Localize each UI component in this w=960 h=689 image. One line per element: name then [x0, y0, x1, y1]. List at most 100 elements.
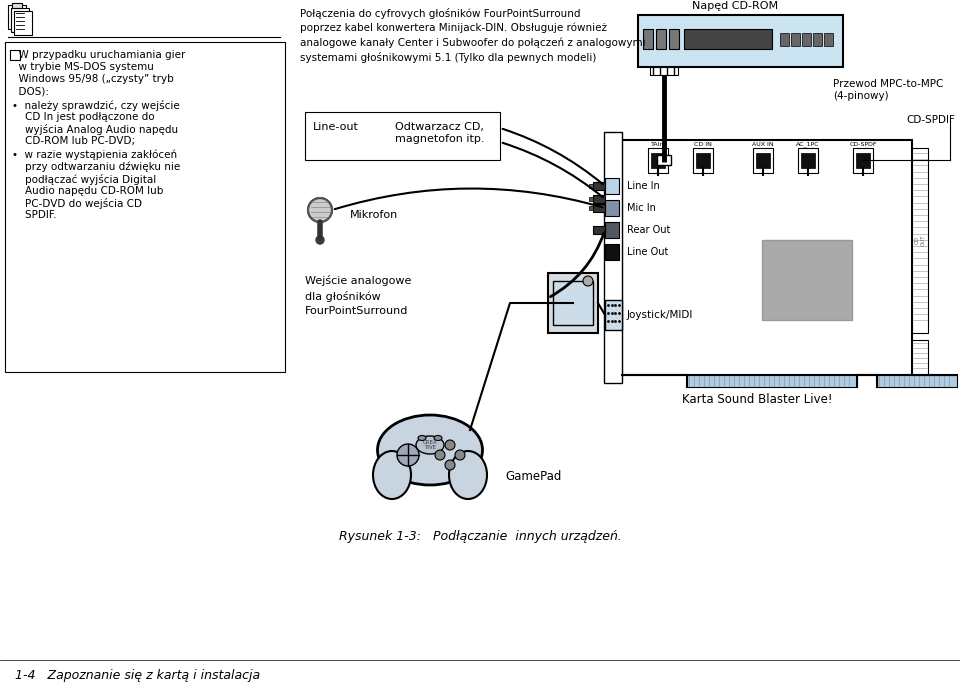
FancyBboxPatch shape: [912, 340, 928, 375]
Circle shape: [445, 440, 455, 450]
Text: CD-ROM lub PC-DVD;: CD-ROM lub PC-DVD;: [12, 136, 135, 146]
Ellipse shape: [449, 451, 487, 499]
FancyBboxPatch shape: [605, 300, 622, 330]
Text: Połączenia do cyfrovych głośników FourPointSurround
poprzez kabel konwertera Min: Połączenia do cyfrovych głośników FourPo…: [300, 8, 646, 63]
FancyBboxPatch shape: [802, 33, 811, 46]
FancyBboxPatch shape: [780, 33, 789, 46]
Text: SPDIF.: SPDIF.: [12, 210, 57, 220]
FancyBboxPatch shape: [791, 33, 800, 46]
FancyBboxPatch shape: [622, 140, 912, 375]
Text: CD-SPDF: CD-SPDF: [850, 142, 876, 147]
Text: W przypadku uruchamiania gier: W przypadku uruchamiania gier: [12, 50, 185, 60]
Text: DOS):: DOS):: [12, 86, 49, 96]
Text: Mic In: Mic In: [627, 203, 656, 213]
FancyBboxPatch shape: [650, 67, 678, 75]
FancyBboxPatch shape: [643, 29, 653, 49]
FancyBboxPatch shape: [853, 148, 873, 173]
FancyBboxPatch shape: [593, 182, 605, 190]
Text: Przewod MPC-to-MPC
(4-pinowy): Przewod MPC-to-MPC (4-pinowy): [833, 79, 944, 101]
Text: •  w razie wystąpienia zakłóceń: • w razie wystąpienia zakłóceń: [12, 150, 178, 161]
Circle shape: [583, 276, 593, 286]
FancyBboxPatch shape: [693, 148, 713, 173]
FancyBboxPatch shape: [605, 178, 619, 194]
Text: Napęd CD-ROM: Napęd CD-ROM: [692, 1, 779, 11]
Circle shape: [445, 460, 455, 470]
FancyBboxPatch shape: [801, 153, 815, 168]
Text: AUX IN: AUX IN: [753, 142, 774, 147]
Text: podłączać wyjścia Digital: podłączać wyjścia Digital: [12, 174, 156, 185]
FancyBboxPatch shape: [638, 15, 843, 67]
Text: 1-4   Zapoznanie się z kartą i instalacja: 1-4 Zapoznanie się z kartą i instalacja: [15, 668, 260, 681]
FancyBboxPatch shape: [877, 375, 957, 387]
Ellipse shape: [373, 451, 411, 499]
Text: CD
OUT: CD OUT: [915, 235, 925, 246]
FancyBboxPatch shape: [593, 226, 605, 234]
Text: PC-DVD do wejścia CD: PC-DVD do wejścia CD: [12, 198, 142, 209]
Circle shape: [397, 444, 419, 466]
Text: CD IN: CD IN: [694, 142, 712, 147]
Text: wyjścia Analog Audio napędu: wyjścia Analog Audio napędu: [12, 124, 179, 135]
Ellipse shape: [418, 435, 426, 440]
FancyBboxPatch shape: [651, 153, 665, 168]
Circle shape: [435, 450, 445, 460]
FancyBboxPatch shape: [11, 8, 29, 32]
FancyBboxPatch shape: [824, 33, 833, 46]
Text: Wejście analogowe
dla głośników
FourPointSurround: Wejście analogowe dla głośników FourPoin…: [305, 275, 412, 316]
FancyBboxPatch shape: [762, 240, 852, 320]
FancyBboxPatch shape: [813, 33, 822, 46]
Text: Karta Sound Blaster Live!: Karta Sound Blaster Live!: [682, 393, 832, 406]
FancyBboxPatch shape: [605, 200, 619, 216]
Text: Audio napędu CD-ROM lub: Audio napędu CD-ROM lub: [12, 186, 163, 196]
FancyBboxPatch shape: [657, 155, 671, 165]
FancyBboxPatch shape: [589, 197, 593, 201]
Ellipse shape: [416, 436, 444, 454]
Circle shape: [455, 450, 465, 460]
FancyBboxPatch shape: [589, 206, 593, 210]
FancyBboxPatch shape: [8, 5, 26, 29]
FancyBboxPatch shape: [593, 195, 605, 203]
FancyBboxPatch shape: [756, 153, 770, 168]
FancyBboxPatch shape: [593, 204, 605, 212]
FancyBboxPatch shape: [605, 222, 619, 238]
FancyBboxPatch shape: [687, 375, 857, 387]
Text: w trybie MS-DOS systemu: w trybie MS-DOS systemu: [12, 62, 154, 72]
Circle shape: [308, 198, 332, 222]
FancyBboxPatch shape: [604, 132, 622, 383]
FancyBboxPatch shape: [605, 244, 619, 260]
Circle shape: [316, 236, 324, 244]
FancyBboxPatch shape: [553, 281, 593, 325]
Text: Line-out: Line-out: [313, 122, 359, 132]
Ellipse shape: [377, 415, 483, 485]
FancyBboxPatch shape: [856, 153, 870, 168]
FancyBboxPatch shape: [12, 3, 22, 8]
Text: Line In: Line In: [627, 181, 660, 191]
FancyBboxPatch shape: [548, 273, 598, 333]
FancyBboxPatch shape: [669, 29, 679, 49]
Text: przy odtwarzaniu dźwięku nie: przy odtwarzaniu dźwięku nie: [12, 162, 180, 172]
FancyBboxPatch shape: [589, 184, 593, 188]
FancyBboxPatch shape: [912, 148, 928, 333]
Text: Rear Out: Rear Out: [627, 225, 670, 235]
Ellipse shape: [434, 435, 442, 440]
FancyBboxPatch shape: [753, 148, 773, 173]
Text: GamePad: GamePad: [505, 470, 562, 483]
Text: Mikrofon: Mikrofon: [350, 210, 398, 220]
Text: •  należy sprawdzić, czy wejście: • należy sprawdzić, czy wejście: [12, 100, 180, 111]
FancyBboxPatch shape: [798, 148, 818, 173]
FancyBboxPatch shape: [684, 29, 772, 49]
Text: CD-SPDIF: CD-SPDIF: [906, 115, 955, 125]
FancyBboxPatch shape: [656, 29, 666, 49]
Text: Line Out: Line Out: [627, 247, 668, 257]
Text: Rysunek 1-3:   Podłączanie  innych urządzeń.: Rysunek 1-3: Podłączanie innych urządzeń…: [339, 530, 621, 543]
Text: Joystick/MIDI: Joystick/MIDI: [627, 310, 693, 320]
Text: AC_1PC: AC_1PC: [796, 141, 820, 147]
FancyBboxPatch shape: [648, 148, 668, 173]
Text: CREA
TIVE: CREA TIVE: [422, 440, 438, 451]
Text: Odtwarzacz CD,
magnetofon itp.: Odtwarzacz CD, magnetofon itp.: [395, 122, 485, 143]
FancyBboxPatch shape: [14, 11, 32, 35]
Text: Windows 95/98 („czysty” tryb: Windows 95/98 („czysty” tryb: [12, 74, 174, 84]
Text: CD In jest podłączone do: CD In jest podłączone do: [12, 112, 155, 122]
Text: TAIn: TAIn: [651, 142, 664, 147]
FancyBboxPatch shape: [305, 112, 500, 160]
FancyBboxPatch shape: [696, 153, 710, 168]
